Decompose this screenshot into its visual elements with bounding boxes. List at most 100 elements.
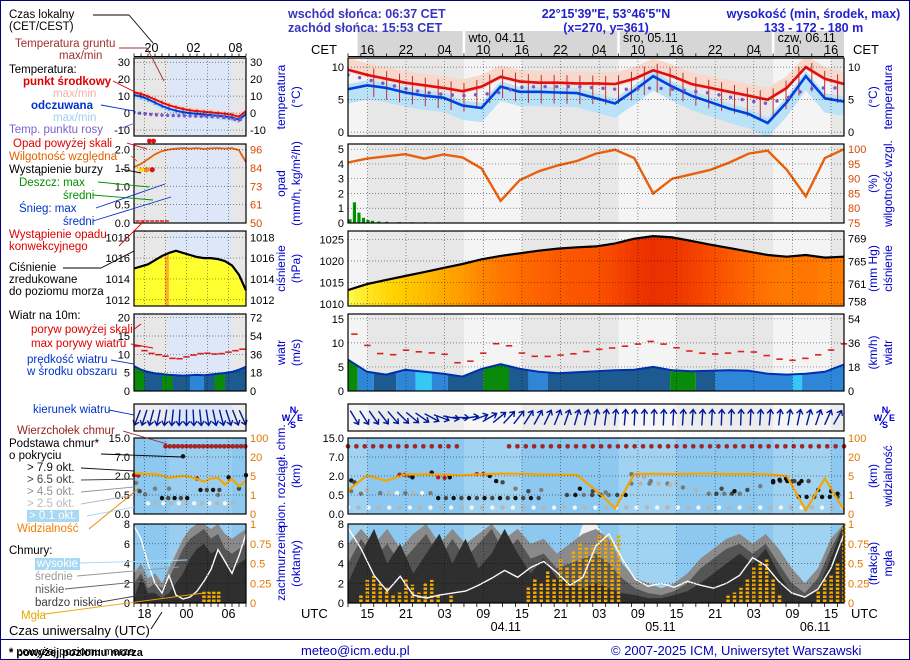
svg-text:0.0: 0.0 [115,218,130,230]
svg-text:0: 0 [250,108,256,120]
svg-text:5: 5 [124,368,130,380]
svg-text:1: 1 [338,203,344,215]
svg-text:(%): (%) [866,174,880,193]
legend-item-22: Wiatr na 10m: [9,310,81,322]
svg-text:1012: 1012 [250,295,274,307]
legend-item-13: Deszcz: max [19,177,85,189]
svg-text:0: 0 [250,598,256,610]
svg-text:100: 100 [848,144,866,156]
svg-text:0: 0 [250,509,256,521]
svg-text:08: 08 [229,41,243,55]
svg-text:0.75: 0.75 [848,539,869,551]
svg-text:10: 10 [118,91,130,103]
svg-text:10: 10 [631,43,645,57]
svg-text:15.0: 15.0 [109,433,130,445]
svg-text:10: 10 [332,62,344,74]
svg-text:1020: 1020 [320,256,344,268]
svg-text:ciśnienie: ciśnienie [881,245,895,292]
svg-text:temperatura: temperatura [881,64,895,129]
location-coords: 22°15'39"E, 53°46'5"N (x=270, y=361) [506,7,706,36]
svg-text:6: 6 [338,539,344,551]
svg-text:(oktanty): (oktanty) [289,540,303,587]
svg-text:8: 8 [124,519,130,531]
legend-item-5: punkt środkowy [23,76,112,88]
svg-text:wilgotność wzgl.: wilgotność wzgl. [881,140,895,228]
legend-item-39: średnie [35,571,73,583]
footnote: * powyżej poziomu morza [9,647,144,659]
svg-text:1014: 1014 [106,274,130,286]
svg-text:03: 03 [747,607,761,621]
legend-item-23: poryw powyżej skali [31,324,133,336]
svg-text:10: 10 [786,43,800,57]
svg-text:100: 100 [848,433,866,445]
svg-text:5: 5 [338,95,344,107]
legend-item-0: Czas lokalny [9,9,75,21]
svg-text:1025: 1025 [320,235,344,247]
svg-text:0: 0 [124,598,130,610]
svg-text:21: 21 [399,607,413,621]
legend-item-12: Wystąpienie burzy [9,164,103,176]
legend-item-32: > 6.5 okt. [27,474,75,486]
altitude-label: wysokość (min, środek, max) [726,7,901,21]
svg-text:20: 20 [145,41,159,55]
svg-text:0: 0 [338,386,344,398]
altitude-values: 133 - 172 - 180 m [763,21,864,36]
svg-text:09: 09 [476,607,490,621]
legend-item-29: Podstawa chmur* [9,438,100,450]
legend-item-26: w środku obszaru [27,366,118,378]
svg-text:06: 06 [222,607,236,621]
svg-text:15: 15 [332,314,344,326]
svg-text:75: 75 [848,218,860,230]
sunrise-label: wschód słońca: 06:37 CET [288,7,446,21]
svg-text:1.0: 1.0 [115,181,130,193]
svg-text:(km): (km) [866,464,880,488]
main-panels: 1050105054321010095908580751025102010151… [320,57,869,610]
svg-text:(km/h): (km/h) [866,336,880,370]
svg-text:CET: CET [853,42,879,57]
svg-text:15: 15 [118,331,130,343]
svg-text:5: 5 [848,471,854,483]
legend-item-4: Temperatura: [9,64,77,76]
svg-text:36: 36 [848,338,860,350]
svg-text:04: 04 [592,43,606,57]
svg-text:18: 18 [848,362,860,374]
legend-item-27: kierunek wiatru [33,404,111,416]
svg-text:2: 2 [124,578,130,590]
legend-item-11: Wilgotność względna [9,151,118,163]
svg-text:0: 0 [338,218,344,230]
svg-text:15: 15 [360,607,374,621]
svg-text:7.0: 7.0 [115,452,130,464]
svg-text:18: 18 [250,368,262,380]
contact-email: meteo@icm.edu.pl [301,643,410,658]
svg-text:04: 04 [438,43,452,57]
svg-text:2.0: 2.0 [115,471,130,483]
legend-item-8: max/min [53,112,97,124]
svg-text:50: 50 [250,218,262,230]
svg-text:15: 15 [515,607,529,621]
svg-text:80: 80 [848,203,860,215]
svg-text:21: 21 [554,607,568,621]
svg-text:E: E [889,413,895,423]
svg-text:(°C): (°C) [289,86,303,107]
svg-text:5: 5 [338,362,344,374]
svg-text:W: W [874,413,883,423]
svg-text:* powyżej poziomu morza: * powyżej poziomu morza [9,647,144,659]
svg-text:zachmurzenie: zachmurzenie [274,526,288,601]
svg-text:00: 00 [180,607,194,621]
svg-text:S: S [290,420,296,430]
svg-text:15.0: 15.0 [323,433,344,445]
svg-text:(mm/h, kg/m²/h): (mm/h, kg/m²/h) [289,141,303,226]
legend-item-15: Śnieg: max [19,203,77,215]
svg-text:1012: 1012 [106,295,130,307]
svg-text:758: 758 [848,296,866,308]
svg-text:2: 2 [338,188,344,200]
svg-text:6: 6 [124,539,130,551]
svg-text:22: 22 [554,43,568,57]
legend-item-17: Wystąpienie opadu [9,229,107,241]
svg-text:22: 22 [399,43,413,57]
svg-text:0.5: 0.5 [115,200,130,212]
legend-item-21: do poziomu morza [9,286,104,298]
svg-text:73: 73 [250,181,262,193]
